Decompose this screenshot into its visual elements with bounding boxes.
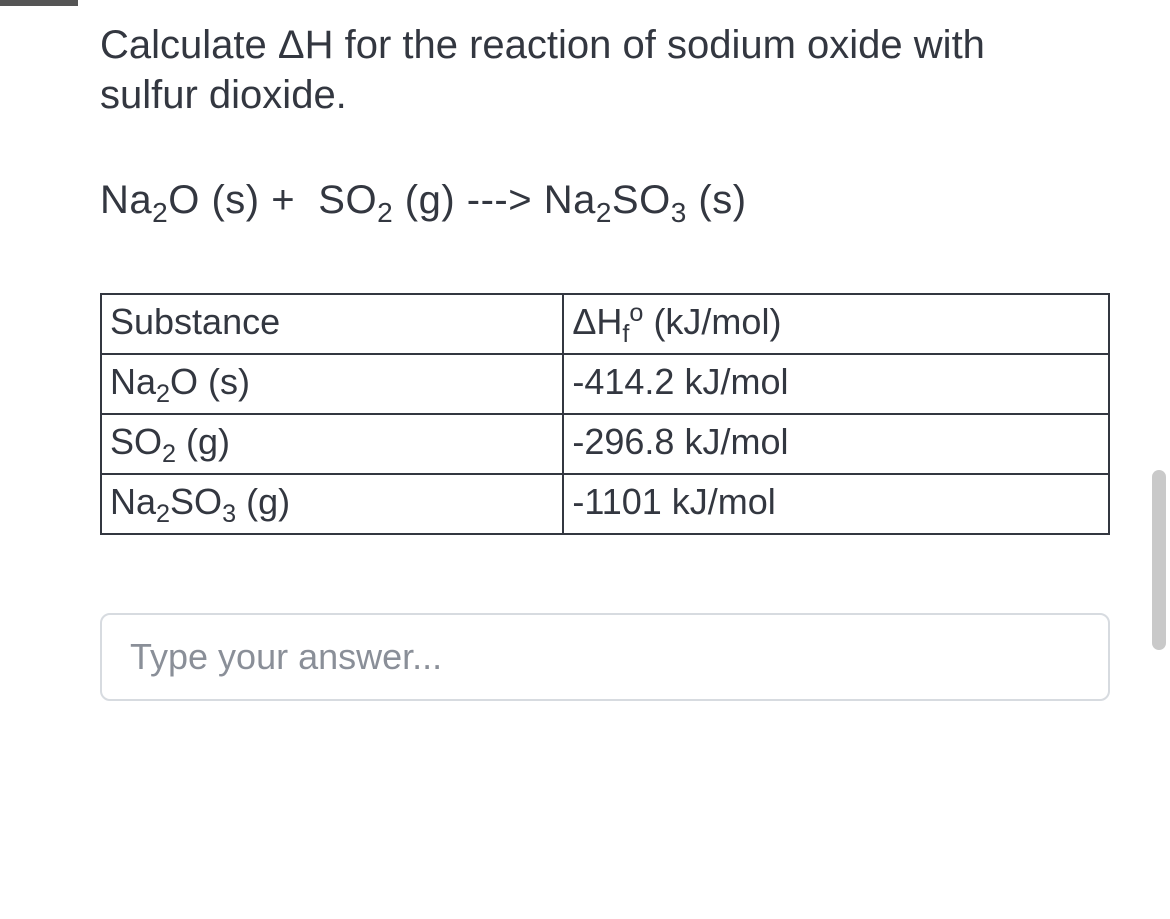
cell-substance: SO2 (g): [101, 414, 563, 474]
col-header-substance: Substance: [101, 294, 563, 354]
scrollbar[interactable]: [1152, 470, 1166, 720]
question-prompt: Calculate ΔH for the reaction of sodium …: [100, 20, 1080, 120]
cell-value: -296.8 kJ/mol: [563, 414, 1109, 474]
table-row: SO2 (g) -296.8 kJ/mol: [101, 414, 1109, 474]
col-header-dhf: ΔHfo (kJ/mol): [563, 294, 1109, 354]
question-container: Calculate ΔH for the reaction of sodium …: [0, 0, 1170, 701]
answer-input[interactable]: [100, 613, 1110, 701]
table-row: Na2O (s) -414.2 kJ/mol: [101, 354, 1109, 414]
table-header-row: Substance ΔHfo (kJ/mol): [101, 294, 1109, 354]
scrollbar-thumb[interactable]: [1152, 470, 1166, 650]
table-row: Na2SO3 (g) -1101 kJ/mol: [101, 474, 1109, 534]
progress-marker: [0, 0, 78, 6]
cell-substance: Na2O (s): [101, 354, 563, 414]
enthalpy-table: Substance ΔHfo (kJ/mol) Na2O (s) -414.2 …: [100, 293, 1110, 535]
reaction-equation: Na2O (s) + SO2 (g) ---> Na2SO3 (s): [100, 178, 1080, 223]
cell-value: -1101 kJ/mol: [563, 474, 1109, 534]
cell-substance: Na2SO3 (g): [101, 474, 563, 534]
cell-value: -414.2 kJ/mol: [563, 354, 1109, 414]
